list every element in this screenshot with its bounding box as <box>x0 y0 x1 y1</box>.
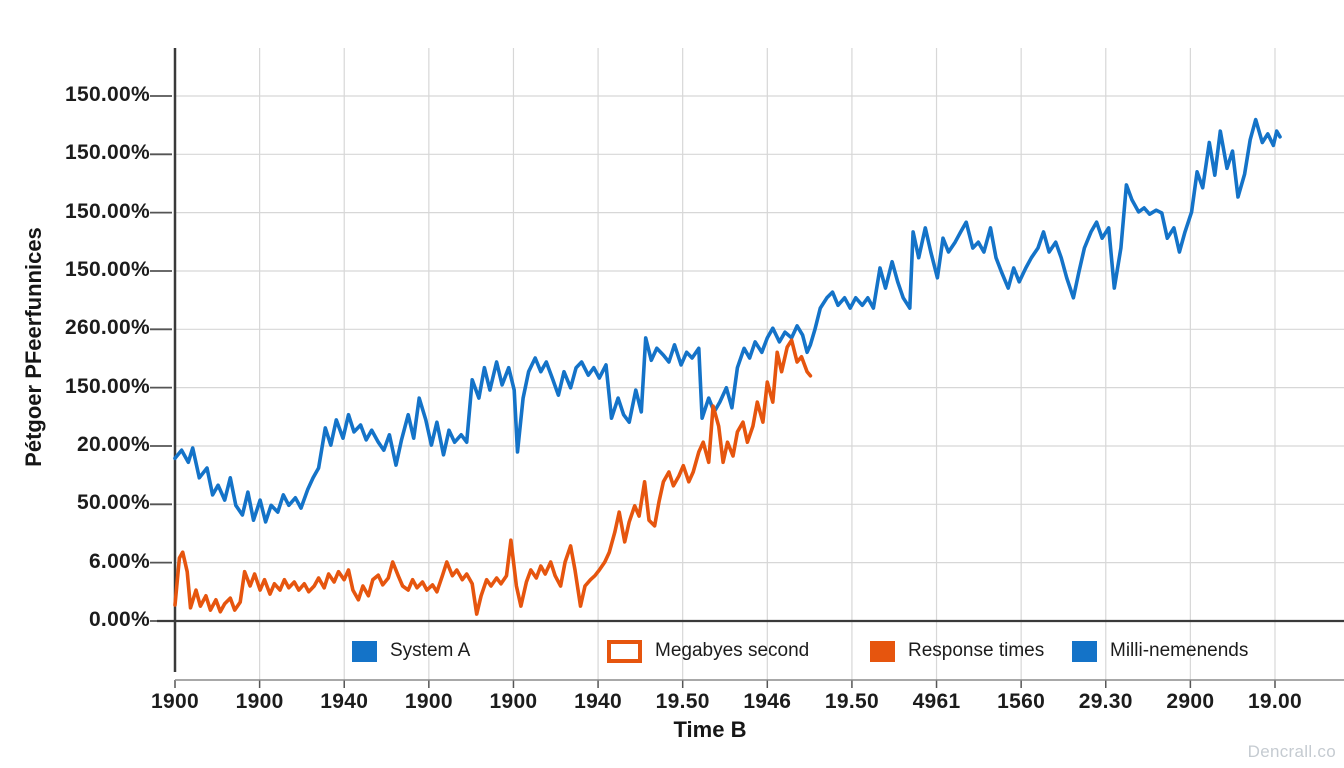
legend-label: System A <box>390 640 471 661</box>
legend-item: Megabyes second <box>607 634 809 668</box>
x-tick-label: 1940 <box>320 690 369 713</box>
series-line-response-times <box>173 338 813 616</box>
series-line-system-a <box>173 117 1282 524</box>
legend-item: System A <box>352 634 470 668</box>
legend-label: Milli-nemenends <box>1110 640 1249 661</box>
y-tick-label: 260.00% <box>64 316 150 340</box>
legend-swatch-blue-filled <box>352 640 377 662</box>
legend-label: Megabyes second <box>655 640 810 661</box>
y-tick-label: 150.00% <box>64 141 150 165</box>
legend-swatch-orange-outline <box>607 639 642 663</box>
y-tick-label: 6.00% <box>88 549 150 573</box>
x-tick-label: 2900 <box>1166 690 1215 713</box>
x-tick-label: 4961 <box>912 690 961 713</box>
x-tick-label: 19.00 <box>1247 690 1303 713</box>
x-tick-label: 19.50 <box>655 690 710 713</box>
x-tick-label: 1900 <box>235 690 284 713</box>
y-tick-label: 150.00% <box>64 257 150 281</box>
y-tick-label: 50.00% <box>76 491 150 515</box>
y-tick-label: 0.00% <box>88 607 150 631</box>
x-tick-label: 1900 <box>489 690 538 713</box>
y-tick-label: 150.00% <box>64 83 150 106</box>
y-tick-label: 150.00% <box>64 199 150 223</box>
x-tick-label: 1940 <box>574 690 623 713</box>
y-tick-label: 150.00% <box>64 374 150 398</box>
x-tick-label: 1900 <box>151 690 199 713</box>
x-tick-label: 1560 <box>997 690 1046 713</box>
x-tick-label: 1946 <box>743 690 792 713</box>
x-tick-label: 1900 <box>404 690 453 713</box>
x-tick-label: 29.30 <box>1078 690 1133 713</box>
y-tick-label: 20.00% <box>76 432 150 456</box>
legend-item: Milli-nemenends <box>1072 634 1248 668</box>
legend-label: Response times <box>908 640 1045 661</box>
x-tick-label: 19.50 <box>824 690 879 713</box>
legend-item: Response times <box>870 634 1044 668</box>
legend-swatch-blue-filled <box>1072 640 1097 662</box>
legend-swatch-orange-filled <box>870 640 895 662</box>
x-axis-title: Time B <box>673 717 747 742</box>
watermark: Dencrall.co <box>1247 742 1336 761</box>
